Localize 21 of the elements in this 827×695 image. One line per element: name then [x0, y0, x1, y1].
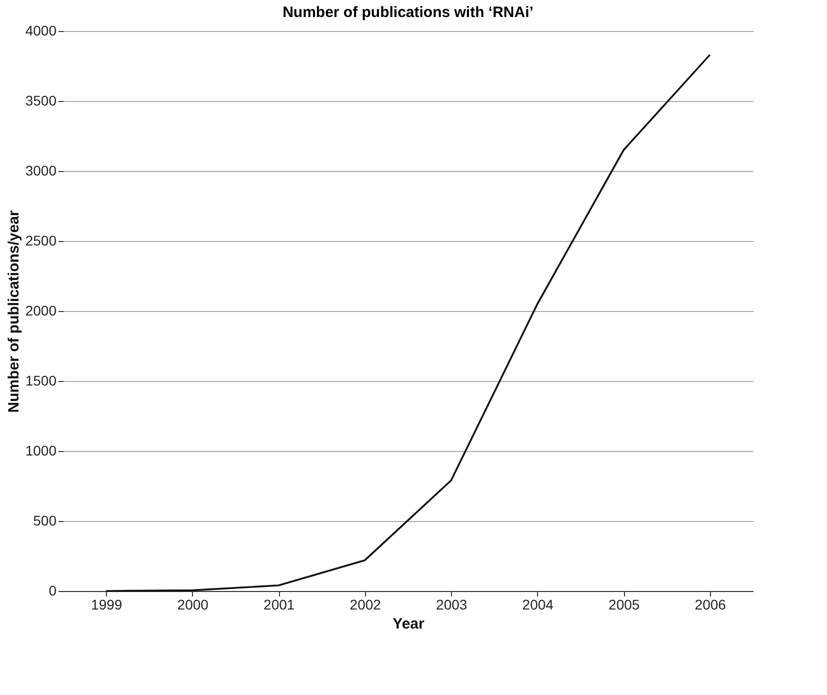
- y-axis-title: Number of publications/year: [5, 210, 22, 413]
- y-tick-label: 2500: [25, 232, 57, 248]
- chart-title: Number of publications with ‘RNAi’: [282, 4, 534, 21]
- y-tick-label: 0: [48, 582, 57, 598]
- x-tick-label: 2004: [522, 596, 554, 612]
- line-series: [105, 54, 711, 592]
- x-tick-label: 2005: [608, 596, 640, 612]
- y-tick-label: 2000: [25, 302, 57, 318]
- y-tick-label: 3000: [25, 162, 57, 178]
- y-tick-label: 1000: [25, 442, 57, 458]
- x-tick-label: 2003: [436, 596, 468, 612]
- y-tick-label: 500: [33, 512, 57, 528]
- x-tick-label: 2001: [264, 596, 295, 612]
- y-tick-label: 3500: [25, 92, 57, 108]
- y-tick-label: 4000: [25, 22, 57, 38]
- x-tick-label: 1999: [91, 596, 122, 612]
- x-tick-label: 2000: [177, 596, 209, 612]
- x-tick-label: 2006: [694, 596, 726, 612]
- x-axis-title: Year: [392, 616, 425, 632]
- x-tick-label: 2002: [350, 596, 382, 612]
- y-tick-label: 1500: [25, 372, 57, 388]
